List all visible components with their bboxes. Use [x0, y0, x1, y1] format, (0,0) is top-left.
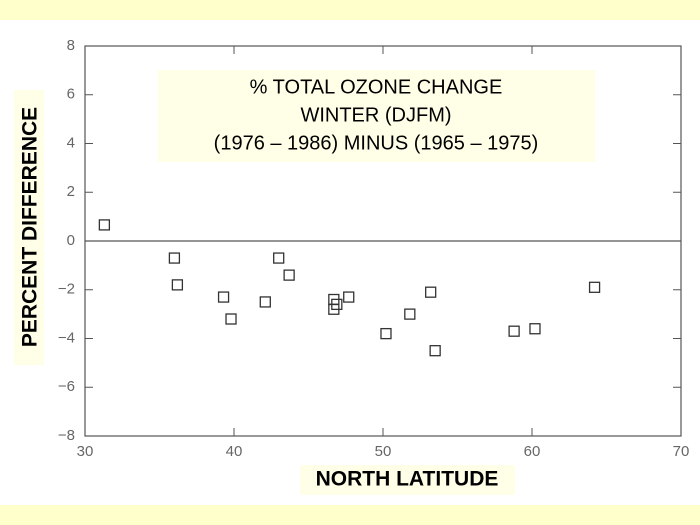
point [283, 269, 295, 281]
point [171, 279, 184, 291]
point [343, 291, 355, 303]
x-label-box [300, 465, 515, 495]
y-tick-label: −6 [58, 378, 75, 395]
point [217, 291, 230, 303]
y-tick-label: 4 [67, 134, 75, 151]
y-tick-label: −2 [58, 281, 75, 298]
point [380, 327, 392, 340]
x-axis-title: NORTH LATITUDE [316, 468, 499, 491]
y-tick-label: 2 [67, 183, 75, 200]
x-tick-label: 70 [673, 443, 690, 460]
y-tick-label: −4 [58, 329, 75, 346]
title-box [158, 70, 595, 162]
chart-title: % TOTAL OZONE CHANGE [250, 76, 503, 98]
y-tick-label: 0 [67, 232, 75, 249]
x-tick-label: 30 [77, 443, 94, 460]
y-axis-title: PERCENT DIFFERENCE [19, 107, 42, 347]
point [404, 308, 416, 320]
point [425, 286, 437, 298]
point [429, 345, 441, 357]
point [259, 296, 271, 308]
point [273, 252, 285, 264]
y-tick-label: 6 [67, 86, 75, 103]
chart-title: (1976 – 1986) MINUS (1965 – 1975) [214, 132, 539, 154]
point [168, 252, 181, 264]
point [331, 298, 343, 311]
point [588, 281, 601, 293]
y-label-box [14, 90, 44, 365]
chart-title: WINTER (DJFM) [300, 104, 451, 126]
x-tick-label: 40 [226, 443, 243, 460]
point [98, 219, 111, 231]
x-tick-label: 60 [524, 443, 541, 460]
point [225, 313, 237, 325]
x-tick-label: 50 [375, 443, 392, 460]
y-tick-label: 8 [67, 37, 75, 54]
point [508, 325, 520, 337]
y-tick-label: −8 [58, 427, 75, 444]
point [529, 323, 541, 335]
